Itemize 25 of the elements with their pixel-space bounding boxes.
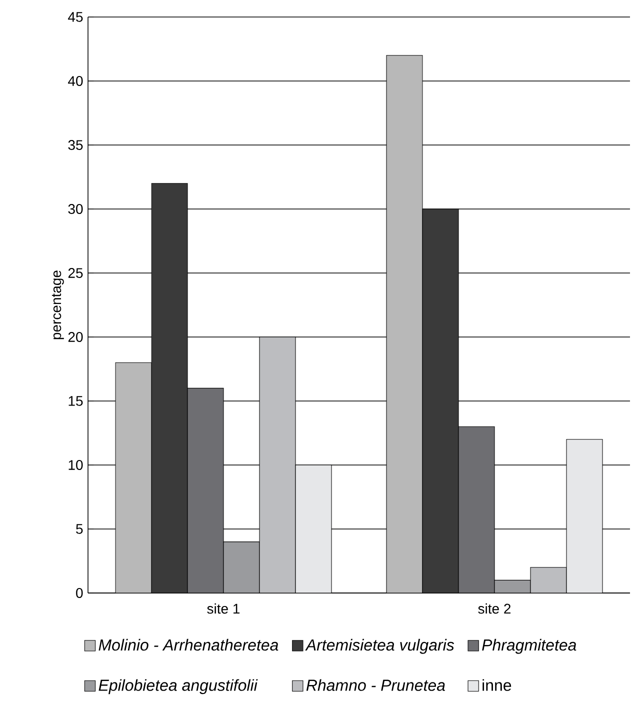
bar xyxy=(151,183,188,593)
x-tick-label: site 1 xyxy=(207,603,240,614)
legend-label: Molinio - Arrhenatheretea xyxy=(98,638,278,651)
x-tick-label: site 2 xyxy=(478,603,510,614)
y-tick-label: 10 xyxy=(68,460,83,470)
bar xyxy=(494,580,531,593)
y-tick-label: 35 xyxy=(68,140,83,150)
bar xyxy=(187,388,224,593)
bar xyxy=(223,542,260,593)
y-axis-title: percentage xyxy=(52,270,64,340)
bar xyxy=(458,426,495,593)
y-tick-label: 45 xyxy=(68,12,83,22)
y-tick-label: 30 xyxy=(68,204,83,214)
y-tick-label: 5 xyxy=(76,524,83,534)
y-tick-label: 0 xyxy=(76,588,83,598)
y-tick-label: 25 xyxy=(68,268,83,278)
y-tick-label: 40 xyxy=(68,76,83,86)
legend-label: Phragmitetea xyxy=(482,638,576,654)
bar xyxy=(422,208,459,593)
y-tick-label: 15 xyxy=(68,396,83,406)
y-tick-label: 20 xyxy=(68,332,83,342)
legend-label: Rhamno - Prunetea xyxy=(306,679,445,691)
legend-label: Epilobietea angustifolii xyxy=(98,679,258,694)
legend-label: inne xyxy=(482,679,512,691)
legend-label: Artemisietea vulgaris xyxy=(305,638,454,654)
